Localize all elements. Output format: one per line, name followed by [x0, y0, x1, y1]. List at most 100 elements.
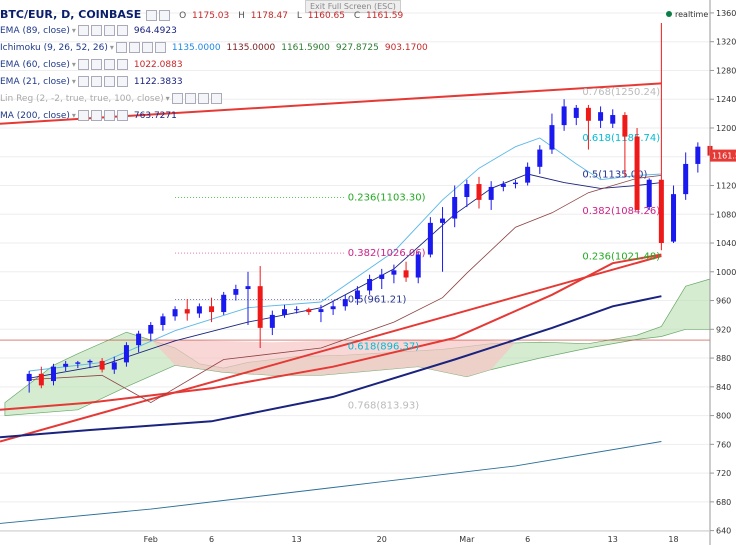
eye-icon[interactable] — [77, 25, 89, 36]
symbol-row: BTC/EUR, D, COINBASE O 1175.03 H 1178.47… — [0, 8, 403, 22]
candle-body — [172, 309, 178, 317]
indicator-name[interactable]: EMA (21, close) — [0, 77, 70, 87]
plus-icon[interactable] — [197, 93, 209, 104]
last-price-tag — [710, 149, 736, 162]
cloud-red — [150, 339, 516, 377]
candle-body — [111, 362, 117, 370]
y-tick-label: 960 — [716, 297, 731, 306]
indicator-row: MA (200, close) ▾ 763.7271 — [0, 109, 177, 123]
chevron-down-icon[interactable]: ▾ — [165, 94, 170, 103]
chevron-down-icon[interactable]: ▾ — [71, 77, 76, 86]
indicator-name[interactable]: EMA (60, close) — [0, 60, 70, 70]
candle-body — [318, 309, 324, 313]
settings-icon[interactable] — [90, 110, 102, 121]
candle-body — [354, 290, 360, 300]
indicator-name[interactable]: Ichimoku (9, 26, 52, 26) — [0, 43, 108, 53]
indicator-value: 1022.0883 — [133, 60, 183, 70]
settings-icon[interactable] — [159, 10, 171, 21]
settings-icon[interactable] — [90, 59, 102, 70]
plus-icon[interactable] — [141, 42, 153, 53]
eye-icon[interactable] — [77, 59, 89, 70]
close-icon[interactable] — [116, 76, 128, 87]
plus-icon[interactable] — [103, 110, 115, 121]
settings-icon[interactable] — [128, 42, 140, 53]
candle-body — [500, 184, 506, 187]
candle-body — [50, 366, 56, 382]
candle-body — [148, 324, 154, 334]
tenkan-line — [29, 137, 662, 372]
candle-body — [512, 182, 518, 185]
ichimoku-cloud — [4, 278, 711, 416]
y-tick-label: 1240 — [716, 95, 736, 104]
eye-icon[interactable] — [77, 110, 89, 121]
plus-icon[interactable] — [103, 76, 115, 87]
candle-body — [427, 222, 433, 255]
close-icon[interactable] — [154, 42, 166, 53]
ohlc-high-label: H — [238, 11, 245, 21]
ema60-line — [0, 253, 662, 411]
candle-body — [683, 163, 689, 195]
fib-label: 0.768(813.93) — [348, 401, 420, 412]
candle-body — [330, 306, 336, 310]
indicator-name[interactable]: MA (200, close) — [0, 111, 70, 121]
indicator-row: EMA (60, close) ▾ 1022.0883 — [0, 58, 183, 72]
eye-icon[interactable] — [77, 76, 89, 87]
last-price-label: 1161.59 — [712, 152, 736, 161]
fib-label: 0.618(896.37) — [348, 341, 420, 352]
y-tick-label: 1360 — [716, 9, 736, 18]
ohlc-low: 1160.65 — [307, 11, 345, 21]
y-tick-label: 1000 — [716, 268, 736, 277]
fib-label: 0.382(1084.26) — [582, 206, 660, 217]
chevron-down-icon[interactable]: ▾ — [71, 60, 76, 69]
candle-body — [671, 194, 677, 242]
symbol-title[interactable]: BTC/EUR, D, COINBASE — [0, 8, 142, 21]
close-icon[interactable] — [116, 110, 128, 121]
x-tick-label: Feb — [144, 535, 158, 544]
fib-label: 0.768(1250.24) — [582, 87, 660, 98]
y-tick-label: 1320 — [716, 38, 736, 47]
candle-body — [658, 179, 664, 244]
candle-body — [622, 115, 628, 137]
candle-body — [646, 179, 652, 208]
indicator-value: 903.1700 — [384, 43, 428, 53]
x-tick-label: 18 — [668, 535, 678, 544]
chevron-down-icon[interactable]: ▾ — [109, 43, 114, 52]
candle-body — [75, 362, 81, 364]
close-icon[interactable] — [116, 25, 128, 36]
chevron-down-icon[interactable]: ▾ — [71, 111, 76, 120]
indicator-value: 1135.0000 — [171, 43, 221, 53]
chevron-down-icon[interactable]: ▾ — [71, 26, 76, 35]
close-icon[interactable] — [116, 59, 128, 70]
x-tick-label: 13 — [608, 535, 618, 544]
y-tick-label: 640 — [716, 527, 731, 536]
fib-label: 0.382(1026.06) — [348, 248, 426, 259]
x-tick-label: 13 — [292, 535, 302, 544]
candle-body — [245, 286, 251, 290]
settings-icon[interactable] — [90, 25, 102, 36]
indicator-name[interactable]: Lin Reg (2, -2, true, true, 100, close) — [0, 94, 164, 104]
y-tick-label: 760 — [716, 440, 731, 449]
plus-icon[interactable] — [103, 59, 115, 70]
candle-body — [294, 309, 300, 311]
eye-icon[interactable] — [115, 42, 127, 53]
close-icon[interactable] — [210, 93, 222, 104]
settings-icon[interactable] — [184, 93, 196, 104]
eye-icon[interactable] — [171, 93, 183, 104]
fib-label: 0.618(1185.74) — [582, 133, 660, 144]
candle-body — [610, 115, 616, 124]
exit-fullscreen-button[interactable]: Exit Full Screen (ESC) — [305, 0, 401, 13]
indicator-value: 1122.3833 — [133, 77, 183, 87]
y-tick-label: 1040 — [716, 239, 736, 248]
settings-icon[interactable] — [90, 76, 102, 87]
plus-icon[interactable] — [103, 25, 115, 36]
candle-body — [488, 186, 494, 200]
indicator-name[interactable]: EMA (89, close) — [0, 26, 70, 36]
candle-body — [184, 309, 190, 314]
ma200-line — [0, 441, 662, 524]
realtime-dot-icon — [666, 11, 672, 17]
eye-icon[interactable] — [146, 10, 158, 21]
y-tick-label: 840 — [716, 383, 731, 392]
y-tick-label: 1080 — [716, 210, 736, 219]
indicator-value: 1135.0000 — [226, 43, 276, 53]
